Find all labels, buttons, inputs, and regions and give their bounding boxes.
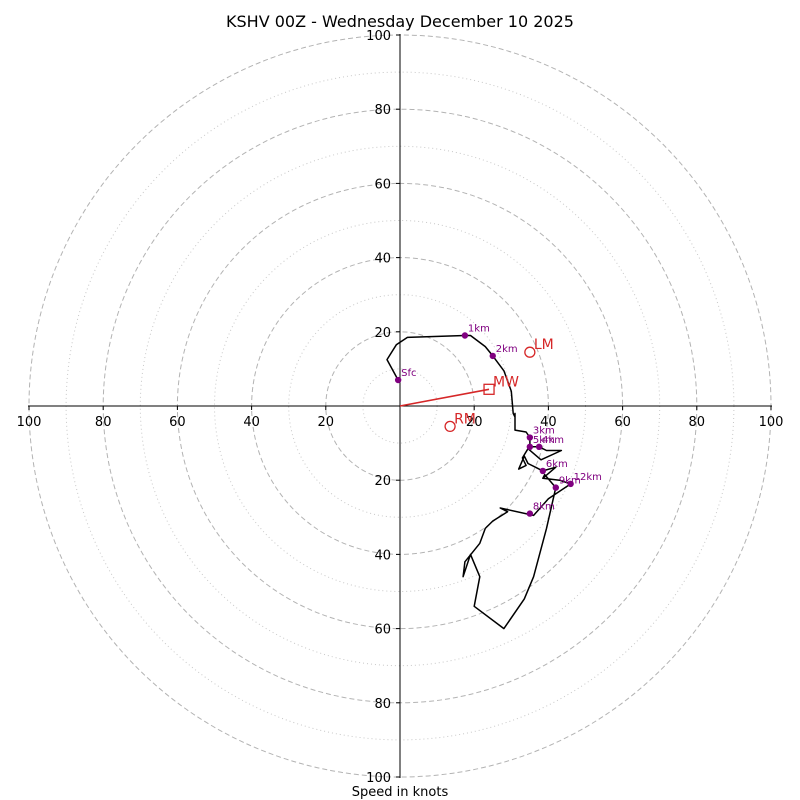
x-axis-label: Speed in knots bbox=[352, 785, 449, 800]
height-marker-2km bbox=[489, 352, 496, 360]
y-tick-label: 20 bbox=[374, 474, 391, 489]
height-marker-6km bbox=[539, 467, 547, 475]
height-marker-1km bbox=[461, 332, 469, 339]
x-tick-label: 100 bbox=[759, 415, 784, 430]
mean-wind-vector bbox=[399, 388, 490, 407]
tick-labels: 100 80 60 40 20 20 40 60 80 100 100 80 60 40 20 20 40 60 8… bbox=[17, 29, 784, 786]
wind-trace-line bbox=[386, 334, 572, 630]
storm-motion-group: LM MW RM bbox=[399, 337, 554, 433]
y-tick-label: 80 bbox=[374, 103, 391, 118]
x-tick-label: 80 bbox=[689, 415, 706, 430]
y-tick-label: 100 bbox=[366, 29, 391, 44]
wind-trace-group bbox=[386, 334, 572, 630]
height-label-5km: 5km bbox=[533, 435, 555, 446]
x-tick-label: 20 bbox=[466, 415, 483, 430]
storm-motion-marker-rm bbox=[444, 420, 456, 433]
x-tick-label: 100 bbox=[17, 415, 42, 430]
y-tick-label: 80 bbox=[374, 697, 391, 712]
height-marker-9km bbox=[552, 484, 560, 491]
storm-motion-label-rm: RM bbox=[454, 411, 476, 427]
height-marker-sfc bbox=[394, 376, 402, 384]
storm-motion-marker-lm bbox=[524, 346, 536, 358]
x-tick-label: 80 bbox=[95, 415, 112, 430]
y-tick-label: 20 bbox=[374, 326, 391, 341]
y-tick-label: 60 bbox=[374, 177, 391, 192]
height-label-1km: 1km bbox=[468, 324, 490, 335]
y-tick-label: 40 bbox=[374, 252, 391, 267]
height-label-12km: 12km bbox=[574, 472, 602, 483]
height-marker-4km bbox=[535, 443, 543, 451]
height-label-9km: 9km bbox=[559, 476, 581, 487]
height-label-6km: 6km bbox=[546, 459, 568, 470]
height-label-4km: 4km bbox=[542, 435, 564, 446]
x-tick-label: 40 bbox=[540, 415, 557, 430]
x-tick-label: 20 bbox=[318, 415, 335, 430]
height-marker-3km bbox=[526, 434, 534, 441]
storm-motion-label-lm: LM bbox=[534, 337, 554, 353]
x-tick-label: 60 bbox=[169, 415, 186, 430]
x-tick-label: 60 bbox=[614, 415, 631, 430]
height-label-sfc: Sfc bbox=[401, 368, 416, 379]
storm-motion-marker-mw bbox=[483, 383, 495, 395]
chart-title: KSHV 00Z - Wednesday December 10 2025 bbox=[226, 12, 574, 31]
height-marker-8km bbox=[526, 510, 534, 517]
height-label-3km: 3km bbox=[533, 426, 555, 437]
height-marker-5km bbox=[526, 443, 534, 451]
height-label-2km: 2km bbox=[496, 344, 518, 355]
y-tick-label: 60 bbox=[374, 623, 391, 638]
height-label-8km: 8km bbox=[533, 502, 555, 513]
y-tick-label: 100 bbox=[366, 771, 391, 786]
storm-motion-label-mw: MW bbox=[493, 374, 519, 390]
x-tick-label: 40 bbox=[243, 415, 260, 430]
height-marker-12km bbox=[567, 480, 574, 488]
y-tick-label: 40 bbox=[374, 548, 391, 563]
